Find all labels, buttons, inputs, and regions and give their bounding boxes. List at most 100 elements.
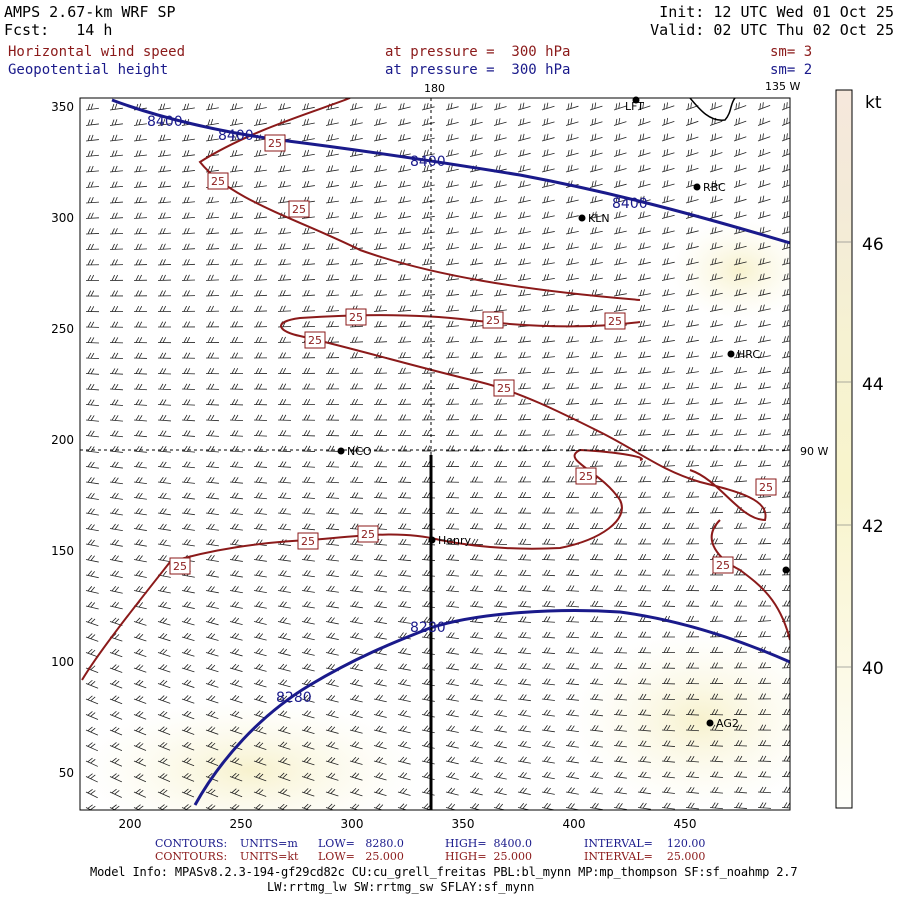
wind-barb xyxy=(373,710,387,718)
wind-barb xyxy=(781,117,790,126)
wind-barb xyxy=(349,352,364,359)
wind-barb xyxy=(325,180,339,188)
wind-barb xyxy=(541,429,556,436)
wind-barb xyxy=(493,787,507,796)
wind-label: 25 xyxy=(292,203,306,216)
wind-barb xyxy=(301,648,315,656)
wind-barb xyxy=(661,647,676,654)
wind-barb xyxy=(757,211,771,219)
wind-barb xyxy=(109,539,123,547)
wind-barb xyxy=(757,304,771,312)
wind-barb xyxy=(685,600,700,607)
wind-barb xyxy=(565,118,579,126)
station-label: HRC xyxy=(737,348,760,361)
wind-barb xyxy=(445,398,460,405)
wind-barb xyxy=(565,242,579,250)
wind-barb xyxy=(325,476,340,484)
wind-barb xyxy=(277,492,291,500)
wind-barb xyxy=(205,259,220,266)
wind-barb xyxy=(325,570,339,578)
wind-barb xyxy=(637,133,651,142)
wind-barb xyxy=(685,585,700,592)
wind-barb xyxy=(109,196,123,204)
wind-barb xyxy=(757,600,772,607)
wind-barb xyxy=(565,164,579,173)
wind-barb xyxy=(445,585,459,593)
wind-barb xyxy=(637,117,651,126)
wind-barb xyxy=(589,756,603,764)
wind-barb xyxy=(661,226,675,235)
wind-barb xyxy=(661,180,675,188)
wind-barb xyxy=(637,211,651,219)
wind-barb xyxy=(709,646,724,653)
wind-barb xyxy=(565,554,580,561)
wind-barb xyxy=(469,476,484,483)
wind-barb xyxy=(109,274,124,281)
wind-barb xyxy=(709,786,723,794)
wind-barb xyxy=(229,243,243,250)
wind-barb xyxy=(349,741,363,750)
wind-barb xyxy=(325,165,339,173)
wind-barb xyxy=(277,399,292,406)
wind-barb xyxy=(181,305,196,312)
wind-barb xyxy=(109,757,123,767)
wind-barb xyxy=(589,258,603,266)
wind-barb xyxy=(637,538,652,545)
wind-barb xyxy=(205,632,219,641)
wind-barb xyxy=(349,398,364,405)
wind-barb xyxy=(349,367,364,374)
wind-barb xyxy=(493,305,507,312)
wind-barb xyxy=(565,133,579,142)
wind-barb xyxy=(181,476,195,484)
wind-barb xyxy=(445,460,460,467)
wind-label: 25 xyxy=(497,382,511,395)
wind-barb xyxy=(541,460,556,467)
wind-barb xyxy=(541,771,555,780)
wind-barb xyxy=(685,491,700,498)
wind-barb xyxy=(589,662,603,670)
wind-barb xyxy=(181,710,195,720)
wind-barb xyxy=(205,476,219,484)
wind-barb xyxy=(661,351,675,359)
wind-barb xyxy=(229,585,243,594)
wind-barb xyxy=(757,569,772,576)
wind-barb xyxy=(613,538,628,545)
wind-barb xyxy=(781,771,790,778)
wind-barb xyxy=(421,398,436,405)
wind-barb xyxy=(445,289,459,297)
wind-barb xyxy=(301,367,316,374)
wind-barb xyxy=(109,804,120,810)
wind-barb xyxy=(565,725,579,733)
wind-barb xyxy=(229,788,243,798)
wind-barb xyxy=(373,725,387,734)
wind-barb xyxy=(373,476,388,483)
wind-barb xyxy=(373,102,387,111)
wind-barb xyxy=(589,180,603,188)
wind-barb xyxy=(517,647,531,655)
wind-barb xyxy=(613,569,628,576)
wind-barb xyxy=(661,585,676,592)
height-label: 8400 xyxy=(147,114,183,130)
wind-barb xyxy=(205,508,219,515)
wind-barb xyxy=(373,274,387,281)
wind-barb xyxy=(781,522,790,529)
wind-barb xyxy=(109,150,123,157)
wind-barb xyxy=(205,804,216,810)
wind-barb xyxy=(349,756,363,765)
wind-barb xyxy=(613,709,627,717)
wind-barb xyxy=(277,243,291,250)
wind-barb xyxy=(277,290,291,297)
wind-barb xyxy=(109,399,123,406)
wind-shading xyxy=(80,98,790,810)
wind-barb xyxy=(277,570,291,578)
wind-barb xyxy=(613,802,627,810)
wind-barb xyxy=(85,321,100,328)
wind-barb xyxy=(109,788,122,798)
wind-barb xyxy=(541,118,555,126)
wind-barb xyxy=(445,196,459,204)
wind-barb xyxy=(229,165,243,173)
model-title: AMPS 2.67-km WRF SP xyxy=(4,3,176,21)
wind-barb xyxy=(661,429,675,436)
y-tick-label: 350 xyxy=(51,100,74,114)
wind-barb xyxy=(781,475,790,483)
